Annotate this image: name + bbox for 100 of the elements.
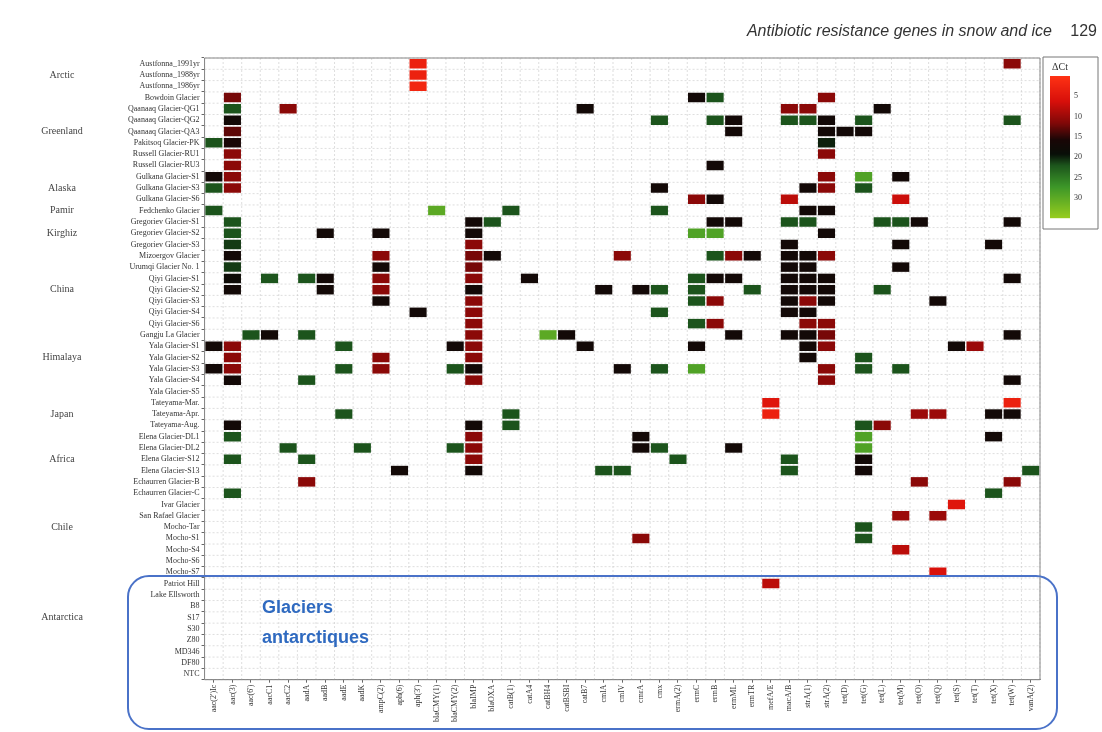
- x-tick-label: catB(1): [505, 684, 515, 709]
- x-tick-label: ermML: [728, 684, 738, 710]
- x-tick-label: tet(S): [951, 684, 961, 703]
- x-tick-label: blaIMP: [468, 684, 478, 709]
- y-tick-label: S17: [187, 612, 200, 622]
- y-tick-label: Mizoergov Glacier: [139, 250, 200, 260]
- color-bar-title: ΔCt: [1052, 60, 1069, 72]
- x-tick-label: tet(Q): [932, 684, 942, 704]
- x-tick-label: cmx: [654, 684, 664, 699]
- y-tick-label: Yala Glacier-S5: [148, 386, 200, 396]
- x-tick-label: ermTR: [747, 684, 757, 708]
- y-tick-label: Yala Glacier-S4: [148, 375, 200, 385]
- x-tick-label: strA(1): [803, 684, 813, 708]
- x-tick-label: aadA: [301, 684, 311, 702]
- y-tick-label: Russell Glacier-RU1: [132, 149, 200, 159]
- x-tick-label: cmlA: [598, 684, 608, 703]
- y2-tick-label: China: [50, 283, 75, 295]
- y2-tick-label: Chile: [51, 520, 74, 532]
- x-tick-label: catBH4: [543, 684, 553, 710]
- y-tick-label: Yala Glacier-S2: [148, 352, 200, 362]
- y2-tick-label: Greenland: [41, 125, 83, 137]
- y-tick-label: Urumqi Glacier No. 1: [129, 262, 200, 272]
- x-tick-label: tet(T): [970, 684, 980, 703]
- y2-tick-label: Himalaya: [42, 351, 82, 363]
- x-tick-label: blaOXA: [487, 684, 497, 712]
- y2-tick-label: Arctic: [49, 68, 76, 80]
- y-tick-label: Qiyi Glacier-S1: [148, 273, 200, 283]
- y2-tick-label: Alaska: [48, 181, 77, 193]
- y-tick-label: Mocho-S4: [165, 544, 200, 554]
- x-tick-label: vanA(2): [1025, 684, 1035, 712]
- x-tick-label: ermA(2): [673, 684, 683, 713]
- x-tick-label: tet(W): [1007, 684, 1017, 706]
- y-tick-label: S30: [187, 623, 200, 633]
- y2-tick-label: Kirghiz: [46, 226, 78, 238]
- y2-tick-label: Japan: [50, 407, 74, 419]
- x-tick-label: aadB: [320, 684, 330, 702]
- x-tick-label: mefA/E: [765, 684, 775, 710]
- x-tick-label: aadE: [338, 684, 348, 701]
- y-tick-label: Pakitsoq Glacier-PK: [133, 137, 200, 147]
- y-tick-label: Tateyama-Apr.: [151, 409, 200, 419]
- y-tick-label: Mocho-Tar: [163, 522, 200, 532]
- y-tick-label: Qiyi Glacier-S4: [148, 307, 200, 317]
- y-tick-label: Z80: [186, 635, 200, 645]
- y-tick-label: Gregoriev Glacier-S2: [130, 228, 200, 238]
- y-tick-label: Yala Glacier-S3: [148, 363, 200, 373]
- x-tick-label: tet(O): [914, 684, 924, 704]
- y-tick-label: Mocho-S6: [165, 556, 200, 566]
- y-tick-label: NTC: [183, 669, 200, 679]
- y-tick-label: Gulkana Glacier-S1: [135, 171, 200, 181]
- color-bar-label: 25: [1074, 172, 1082, 182]
- x-tick-label: aph(6): [394, 684, 404, 706]
- y-tick-label: Gregoriev Glacier-S1: [130, 216, 200, 226]
- x-tick-label: ampC(2): [376, 684, 386, 714]
- y-tick-label: Qaanaaq Glacier-QG2: [128, 115, 200, 125]
- x-tick-label: tet(G): [858, 684, 868, 704]
- color-bar-label: 5: [1074, 91, 1078, 101]
- color-bar-label: 10: [1074, 111, 1082, 121]
- x-tick-label: aac(2')Ic: [208, 684, 218, 713]
- x-tick-label: ermC: [691, 684, 701, 703]
- y-tick-label: Russell Glacier-RU3: [132, 160, 200, 170]
- y2-tick-label: Antarctica: [41, 611, 84, 623]
- color-bar-label: 30: [1074, 192, 1082, 202]
- x-tick-label: tet(M): [895, 684, 905, 706]
- x-tick-label: aac(6'): [246, 684, 256, 707]
- x-tick-label: cmlV: [617, 684, 627, 703]
- y-tick-label: San Rafael Glacier: [139, 510, 200, 520]
- x-tick-label: blaCMY(1): [431, 684, 441, 722]
- y-tick-label: Austfonna_1991yr: [139, 58, 200, 68]
- y-tick-label: Yala Glacier-S1: [148, 341, 200, 351]
- y-tick-label: Qaanaaq Glacier-QA3: [128, 126, 200, 136]
- y-tick-label: Gulkana Glacier-S3: [135, 183, 200, 193]
- x-tick-label: catA4: [524, 684, 534, 704]
- annotation: Glaciers antarctiques: [262, 596, 371, 649]
- y-tick-label: Tateyama-Mar.: [151, 397, 200, 407]
- y-tick-label: Qiyi Glacier-S6: [148, 318, 200, 328]
- x-tick-label: strA(2): [821, 684, 831, 708]
- x-tick-label: aac(3): [227, 684, 237, 705]
- y-tick-label: Patriot Hill: [163, 578, 201, 588]
- y2-tick-label: Africa: [49, 452, 76, 464]
- y-tick-label: Ivar Glacier: [161, 499, 200, 509]
- text: 129: [1070, 22, 1098, 40]
- x-tick-label: cmrA: [635, 684, 645, 703]
- x-tick-label: catB7: [580, 684, 590, 704]
- y-tick-label: Gangju La Glacier: [140, 330, 200, 340]
- y-tick-label: Fedchenko Glacier: [138, 205, 200, 215]
- y-tick-label: Qiyi Glacier-S3: [148, 296, 200, 306]
- color-bar-label: 15: [1074, 131, 1082, 141]
- y-tick-label: Elena Glacier-DL1: [138, 431, 200, 441]
- y2-tick-label: Pamir: [50, 204, 75, 216]
- y-tick-label: Gregoriev Glacier-S3: [130, 239, 200, 249]
- x-tick-label: ermB: [710, 684, 720, 703]
- y-tick-label: Elena Glacier-DL2: [138, 443, 200, 453]
- x-tick-label: aacC2: [283, 684, 293, 705]
- y-tick-label: Qiyi Glacier-S2: [148, 284, 200, 294]
- y-tick-label: Austfonna_1986yr: [139, 81, 200, 91]
- x-tick-label: tet(D): [840, 684, 850, 704]
- x-tick-label: aadK: [357, 684, 367, 702]
- y-tick-label: Elena Glacier-S12: [140, 454, 200, 464]
- y-tick-label: Mocho-S1: [165, 533, 200, 543]
- y-tick-label: Lake Ellsworth: [150, 589, 200, 599]
